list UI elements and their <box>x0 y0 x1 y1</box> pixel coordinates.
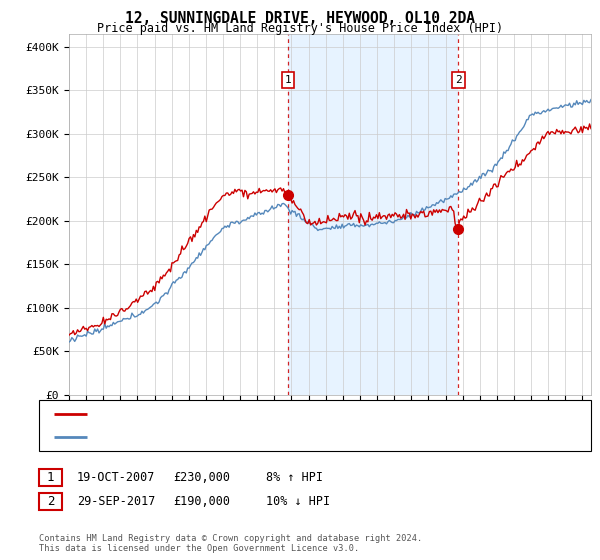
Text: 1: 1 <box>47 470 54 484</box>
Text: 2: 2 <box>47 494 54 508</box>
Text: 12, SUNNINGDALE DRIVE, HEYWOOD, OL10 2DA: 12, SUNNINGDALE DRIVE, HEYWOOD, OL10 2DA <box>125 11 475 26</box>
Text: 8% ↑ HPI: 8% ↑ HPI <box>266 470 323 484</box>
Text: 29-SEP-2017: 29-SEP-2017 <box>77 494 155 508</box>
Text: HPI: Average price, detached house, Rochdale: HPI: Average price, detached house, Roch… <box>96 432 371 442</box>
Text: 2: 2 <box>455 74 462 85</box>
Bar <box>288 34 458 395</box>
Text: 12, SUNNINGDALE DRIVE, HEYWOOD, OL10 2DA (detached house): 12, SUNNINGDALE DRIVE, HEYWOOD, OL10 2DA… <box>96 409 452 419</box>
Text: 19-OCT-2007: 19-OCT-2007 <box>77 470 155 484</box>
Text: Contains HM Land Registry data © Crown copyright and database right 2024.
This d: Contains HM Land Registry data © Crown c… <box>39 534 422 553</box>
Text: Price paid vs. HM Land Registry's House Price Index (HPI): Price paid vs. HM Land Registry's House … <box>97 22 503 35</box>
Text: 10% ↓ HPI: 10% ↓ HPI <box>266 494 330 508</box>
Text: £230,000: £230,000 <box>173 470 230 484</box>
Text: 1: 1 <box>284 74 292 85</box>
Text: £190,000: £190,000 <box>173 494 230 508</box>
